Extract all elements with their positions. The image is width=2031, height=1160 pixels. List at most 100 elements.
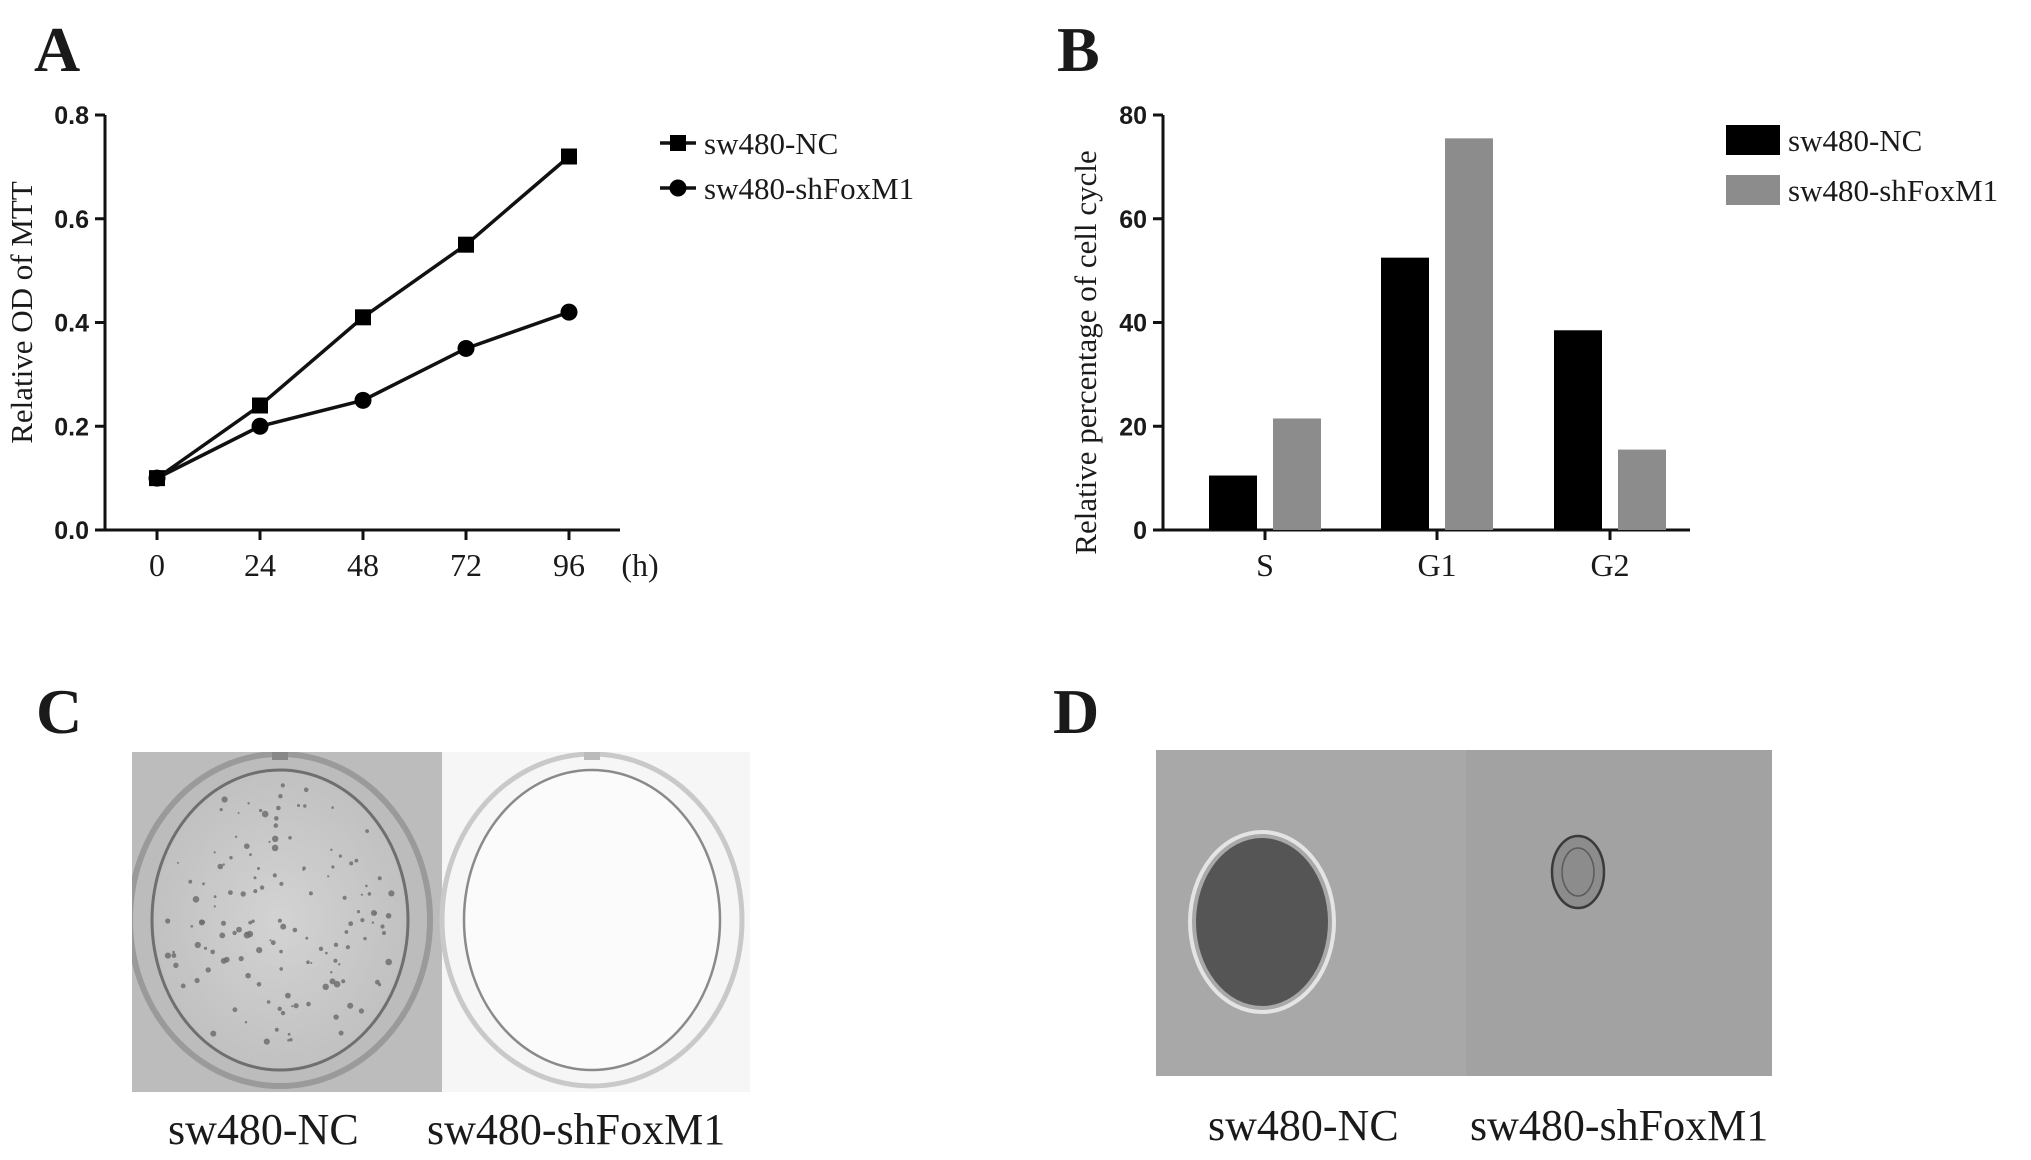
colony-spot <box>221 796 228 803</box>
colony-spot <box>338 1030 344 1036</box>
colony-photo <box>132 752 750 1092</box>
colony-spot <box>192 896 200 903</box>
legend-label: sw480-shFoxM1 <box>704 171 914 206</box>
colony-spot <box>280 1010 286 1016</box>
colony-spot <box>248 920 253 925</box>
colony-spot <box>325 951 328 955</box>
colony-spot <box>360 918 365 923</box>
x-unit-label: (h) <box>621 547 658 583</box>
colony-spot <box>388 890 395 897</box>
y-tick-label: 40 <box>1119 310 1147 338</box>
colony-spot <box>348 921 354 927</box>
colony-spot <box>356 910 361 914</box>
data-point-square <box>458 236 474 253</box>
bar <box>1445 138 1493 530</box>
sphere-photo <box>1156 750 1772 1076</box>
colony-spot <box>349 861 354 866</box>
colony-spot <box>279 881 284 886</box>
data-point-square <box>355 309 371 326</box>
colony-spot <box>164 952 171 959</box>
legend-marker-circle <box>669 179 687 197</box>
colony-spot <box>253 889 258 894</box>
colony-spot <box>367 892 372 896</box>
colony-spot <box>253 876 257 880</box>
y-tick-label: 60 <box>1119 206 1147 234</box>
colony-spot <box>378 983 382 987</box>
bar <box>1554 330 1602 530</box>
colony-right-label: sw480-shFoxM1 <box>427 1105 726 1154</box>
x-tick-label: 0 <box>149 547 165 583</box>
colony-spot <box>354 858 359 863</box>
colony-spot <box>194 941 201 949</box>
colony-spot <box>385 958 392 966</box>
colony-spot <box>288 836 292 840</box>
colony-spot <box>257 867 260 870</box>
colony-spot <box>287 1032 291 1036</box>
colony-spot <box>380 924 385 929</box>
large-sphere-halo <box>1188 830 1336 1014</box>
small-sphere-inner <box>1561 847 1595 897</box>
colony-spot <box>272 873 277 878</box>
legend-label: sw480-shFoxM1 <box>1788 173 1998 208</box>
colony-spot <box>333 958 338 963</box>
colony-spot <box>338 963 341 966</box>
y-tick-label: 80 <box>1119 102 1147 130</box>
colony-spot <box>285 992 291 999</box>
colony-spot <box>338 854 342 858</box>
colony-spot <box>165 918 171 924</box>
colony-spot <box>303 787 309 793</box>
colony-spot <box>238 956 244 962</box>
colony-spot <box>240 891 246 897</box>
data-point-circle <box>560 303 578 321</box>
colony-spot <box>273 823 279 828</box>
colony-spot <box>202 882 205 886</box>
colony-spot <box>228 890 233 895</box>
colony-spot <box>173 962 179 968</box>
colony-spots <box>164 783 395 1045</box>
data-point-circle <box>148 469 166 487</box>
colony-spot <box>271 844 279 852</box>
colony-spot <box>188 879 193 884</box>
colony-spot <box>219 932 226 939</box>
colony-spot <box>360 893 363 896</box>
y-tick-label: 0 <box>1133 517 1147 545</box>
colony-spot <box>245 972 251 979</box>
colony-spot <box>219 808 223 812</box>
data-point-circle <box>354 391 372 409</box>
colony-spot <box>330 848 333 851</box>
colony-spot <box>358 1008 364 1014</box>
line-chart: 0.0 0.2 0.4 0.6 0.8 0 24 48 72 96 (h) Relative OD o… <box>4 102 914 583</box>
colony-spot <box>333 980 341 988</box>
colony-spot <box>342 895 347 900</box>
colony-spot <box>259 885 265 890</box>
colony-spot <box>293 1003 299 1009</box>
colony-spot <box>318 946 324 951</box>
bar <box>1273 418 1321 530</box>
colony-spot <box>330 971 333 974</box>
colony-spot <box>194 977 200 984</box>
colony-spot <box>277 918 282 923</box>
colony-spot <box>221 920 226 926</box>
colony-spot <box>277 1006 282 1011</box>
colony-spot <box>333 942 339 947</box>
colony-spot <box>190 925 194 928</box>
y-tick-label: 0.4 <box>54 310 89 338</box>
colony-spot <box>292 927 298 933</box>
data-point-circle <box>457 339 475 357</box>
large-sphere <box>1196 838 1328 1006</box>
colony-spot <box>268 840 271 843</box>
colony-spot <box>347 1002 354 1009</box>
legend-label: sw480-NC <box>704 126 838 161</box>
colony-spot <box>331 806 334 809</box>
x-tick-label: 48 <box>347 547 379 583</box>
colony-spot <box>377 876 382 881</box>
colony-spot <box>280 923 287 930</box>
colony-spot <box>276 805 281 811</box>
data-point-square <box>561 148 577 165</box>
colony-spot <box>229 856 233 860</box>
colony-spot <box>171 953 177 958</box>
colony-spot <box>269 939 272 942</box>
y-tick-label: 0.6 <box>54 206 89 234</box>
colony-spot <box>363 936 367 941</box>
